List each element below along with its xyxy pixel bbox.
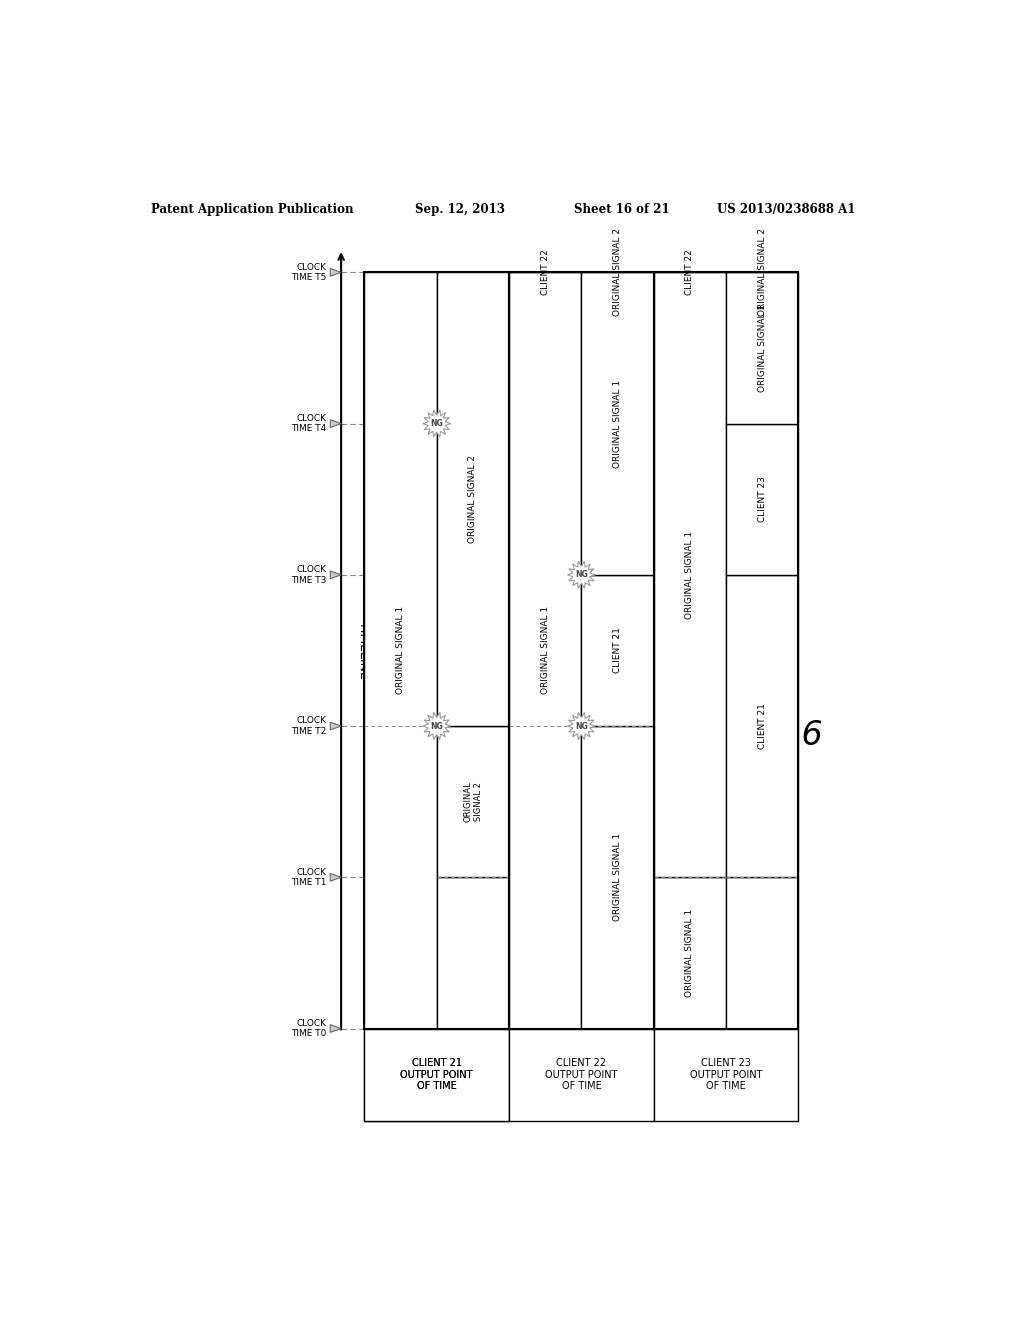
Text: ORIGINAL SIGNAL 2: ORIGINAL SIGNAL 2 <box>758 228 767 317</box>
Text: ORIGINAL SIGNAL 1: ORIGINAL SIGNAL 1 <box>685 531 694 619</box>
Polygon shape <box>567 561 595 589</box>
Bar <box>365 1028 509 1121</box>
Text: Patent Application Publication: Patent Application Publication <box>152 203 353 216</box>
Text: CLIENT 23: CLIENT 23 <box>758 477 767 523</box>
Polygon shape <box>331 874 341 882</box>
Text: CLOCK
TIME T4: CLOCK TIME T4 <box>291 414 327 433</box>
Text: CLIENT 22: CLIENT 22 <box>541 249 550 296</box>
Text: ORIGINAL SIGNAL 1: ORIGINAL SIGNAL 1 <box>396 606 406 694</box>
Polygon shape <box>331 722 341 730</box>
Polygon shape <box>423 713 451 739</box>
Text: CLIENT 21: CLIENT 21 <box>758 704 767 748</box>
Bar <box>436 726 509 878</box>
Bar <box>365 1028 509 1121</box>
Text: ORIGINAL SIGNAL 2: ORIGINAL SIGNAL 2 <box>613 228 622 317</box>
Text: NG: NG <box>430 722 443 730</box>
Text: CLIENT 23
OUTPUT POINT
OF TIME: CLIENT 23 OUTPUT POINT OF TIME <box>690 1059 762 1092</box>
Bar <box>726 272 799 424</box>
Text: ORIGINAL SIGNAL 1: ORIGINAL SIGNAL 1 <box>758 304 767 392</box>
Text: NG: NG <box>430 418 443 428</box>
Bar <box>436 878 509 1028</box>
Text: ORIGINAL SIGNAL 1: ORIGINAL SIGNAL 1 <box>613 833 622 921</box>
Text: Sep. 12, 2013: Sep. 12, 2013 <box>415 203 505 216</box>
Text: ORIGINAL SIGNAL 1: ORIGINAL SIGNAL 1 <box>613 380 622 467</box>
Text: CLOCK
TIME T5: CLOCK TIME T5 <box>291 263 327 282</box>
Text: CLIENT 21
OUTPUT POINT
OF TIME: CLIENT 21 OUTPUT POINT OF TIME <box>400 1059 473 1092</box>
Text: NG: NG <box>575 570 588 579</box>
Polygon shape <box>331 420 341 428</box>
Text: US 2013/0238688 A1: US 2013/0238688 A1 <box>717 203 855 216</box>
Text: FIG. 16: FIG. 16 <box>705 719 823 752</box>
Text: CLOCK
TIME T3: CLOCK TIME T3 <box>291 565 327 585</box>
Bar <box>509 272 653 1028</box>
Text: ORIGINAL SIGNAL 2: ORIGINAL SIGNAL 2 <box>468 455 477 544</box>
Bar <box>726 574 799 878</box>
Text: TIMELINE: TIMELINE <box>356 622 370 680</box>
Bar <box>582 272 653 574</box>
Text: ORIGINAL SIGNAL 1: ORIGINAL SIGNAL 1 <box>685 909 694 997</box>
Bar <box>509 1028 653 1121</box>
Text: NG: NG <box>575 722 588 730</box>
Bar <box>653 272 726 878</box>
Bar <box>653 878 726 1028</box>
Text: ORIGINAL
SIGNAL 2: ORIGINAL SIGNAL 2 <box>463 781 482 822</box>
Polygon shape <box>567 713 595 739</box>
Text: ORIGINAL SIGNAL 1: ORIGINAL SIGNAL 1 <box>541 606 550 694</box>
Bar <box>365 272 436 1028</box>
Bar <box>726 424 799 574</box>
Bar <box>653 272 799 1028</box>
Bar <box>726 878 799 1028</box>
Text: CLIENT 21: CLIENT 21 <box>613 627 622 673</box>
Polygon shape <box>331 268 341 276</box>
Text: CLOCK
TIME T1: CLOCK TIME T1 <box>291 867 327 887</box>
Text: CLOCK
TIME T2: CLOCK TIME T2 <box>291 717 327 735</box>
Polygon shape <box>423 411 451 437</box>
Bar <box>653 1028 799 1121</box>
Polygon shape <box>331 1024 341 1032</box>
Text: CLIENT 22: CLIENT 22 <box>685 249 694 296</box>
Bar <box>436 272 509 726</box>
Bar <box>582 574 653 726</box>
Bar <box>365 272 509 1028</box>
Text: CLIENT 21
OUTPUT POINT
OF TIME: CLIENT 21 OUTPUT POINT OF TIME <box>400 1059 473 1092</box>
Bar <box>509 272 582 1028</box>
Polygon shape <box>331 572 341 578</box>
Text: Sheet 16 of 21: Sheet 16 of 21 <box>573 203 670 216</box>
Bar <box>582 726 653 1028</box>
Text: CLOCK
TIME T0: CLOCK TIME T0 <box>291 1019 327 1039</box>
Text: CLIENT 22
OUTPUT POINT
OF TIME: CLIENT 22 OUTPUT POINT OF TIME <box>545 1059 617 1092</box>
